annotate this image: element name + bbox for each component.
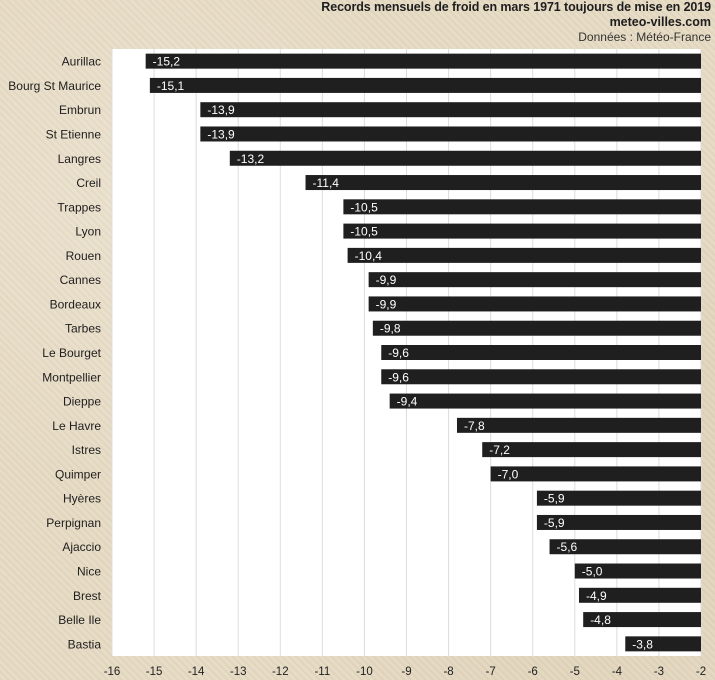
bar <box>389 393 701 409</box>
x-tick-label: -7 <box>486 666 496 678</box>
x-tick-label: -5 <box>570 666 580 678</box>
data-label: -13,2 <box>237 152 265 166</box>
bar <box>145 53 701 69</box>
category-label: Istres <box>72 443 101 457</box>
x-tick-label: -10 <box>356 666 373 678</box>
data-label: -4,9 <box>586 589 607 603</box>
bar <box>368 272 701 288</box>
category-label: Aurillac <box>62 55 101 69</box>
x-tick-label: -3 <box>654 666 664 678</box>
category-label: Hyères <box>63 492 101 506</box>
data-label: -9,4 <box>397 395 418 409</box>
x-tick-label: -15 <box>146 666 163 678</box>
bar <box>305 175 701 191</box>
category-label: Montpellier <box>42 370 101 384</box>
bar <box>229 150 702 166</box>
x-tick-label: -11 <box>314 666 330 678</box>
bar <box>583 612 701 628</box>
bar <box>381 369 701 385</box>
data-label: -3,8 <box>632 637 653 651</box>
chart-title: Records mensuels de froid en mars 1971 t… <box>321 0 711 14</box>
x-tick-labels: -16 -15 -14 -13 -12 -11 -10 -9 -8 -7 -6 -5 -4 -3 -2 <box>104 666 706 678</box>
category-label: Perpignan <box>46 516 101 530</box>
x-tick-label: -8 <box>443 666 453 678</box>
bar <box>456 417 701 433</box>
bar <box>536 490 701 506</box>
data-label: -11,4 <box>313 176 340 190</box>
data-label: -5,6 <box>557 540 578 554</box>
data-label: -15,1 <box>157 79 185 93</box>
x-tick-label: -16 <box>104 666 121 678</box>
bar <box>578 587 701 603</box>
category-label: Cannes <box>60 273 101 287</box>
category-label: Embrun <box>59 103 101 117</box>
chart-header: Records mensuels de froid en mars 1971 t… <box>321 0 711 45</box>
x-tick-label: -2 <box>696 666 706 678</box>
category-label: Trappes <box>57 200 101 214</box>
data-label: -9,9 <box>376 273 397 287</box>
data-label: -7,2 <box>489 443 510 457</box>
data-label: -13,9 <box>207 103 235 117</box>
category-labels: Aurillac Bourg St Maurice Embrun St Etienne… <box>8 55 101 652</box>
data-label: -10,5 <box>350 200 378 214</box>
data-label: -9,9 <box>376 297 397 311</box>
data-source: Données : Météo-France <box>578 30 711 44</box>
category-label: Langres <box>58 152 101 166</box>
bar <box>549 539 701 555</box>
category-label: Creil <box>76 176 101 190</box>
bar <box>368 296 701 312</box>
category-label: Brest <box>73 589 102 603</box>
category-label: Quimper <box>55 467 101 481</box>
data-label: -10,4 <box>355 249 383 263</box>
data-label: -7,8 <box>464 419 485 433</box>
bar <box>574 563 701 579</box>
category-label: Tarbes <box>65 322 101 336</box>
category-label: Bourg St Maurice <box>8 79 101 93</box>
bar <box>343 199 701 215</box>
bar <box>490 466 701 482</box>
data-label: -5,0 <box>582 565 603 579</box>
data-label: -9,6 <box>388 346 409 360</box>
data-label: -10,5 <box>350 225 378 239</box>
bars: -15,2-15,1-13,9-13,9-13,2-11,4-10,5-10,5… <box>145 53 702 652</box>
bar <box>149 77 702 93</box>
category-label: Bastia <box>68 637 102 651</box>
bar <box>482 442 701 458</box>
data-label: -15,2 <box>153 55 181 69</box>
data-label: -5,9 <box>544 516 565 530</box>
x-tick-label: -9 <box>401 666 411 678</box>
data-label: -7,0 <box>498 467 519 481</box>
category-label: Rouen <box>66 249 101 263</box>
bar <box>381 345 701 360</box>
x-tick-label: -14 <box>188 666 205 678</box>
bar <box>343 223 701 239</box>
bar <box>625 636 701 652</box>
bar <box>200 126 701 142</box>
bar <box>200 102 701 118</box>
bar <box>372 320 701 336</box>
bar <box>536 514 701 530</box>
data-label: -5,9 <box>544 492 565 506</box>
data-label: -13,9 <box>207 127 235 141</box>
category-label: Lyon <box>75 225 101 239</box>
category-label: Dieppe <box>63 395 101 409</box>
category-label: Le Bourget <box>42 346 101 360</box>
x-tick-label: -6 <box>528 666 538 678</box>
bar <box>347 247 701 263</box>
category-label: Belle Ile <box>58 613 101 627</box>
category-label: Bordeaux <box>50 297 101 311</box>
category-label: St Etienne <box>46 127 102 141</box>
category-label: Nice <box>77 565 101 579</box>
x-tick-label: -12 <box>272 666 289 678</box>
category-label: Ajaccio <box>62 540 101 554</box>
x-tick-label: -4 <box>612 666 623 678</box>
data-label: -4,8 <box>590 613 611 627</box>
x-tick-label: -13 <box>230 666 247 678</box>
data-label: -9,6 <box>388 370 409 384</box>
data-label: -9,8 <box>380 322 401 336</box>
site-name: meteo-villes.com <box>609 15 711 29</box>
category-label: Le Havre <box>52 419 101 433</box>
